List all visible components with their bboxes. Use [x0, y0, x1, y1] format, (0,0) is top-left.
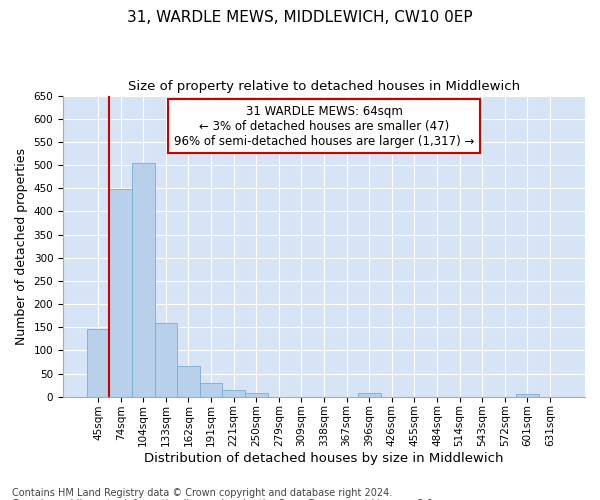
Text: 31, WARDLE MEWS, MIDDLEWICH, CW10 0EP: 31, WARDLE MEWS, MIDDLEWICH, CW10 0EP — [127, 10, 473, 25]
Text: Contains public sector information licensed under the Open Government Licence v3: Contains public sector information licen… — [12, 499, 436, 500]
Bar — [132, 162, 155, 396]
Bar — [516, 394, 539, 396]
Bar — [223, 390, 245, 396]
Bar — [358, 393, 380, 396]
Bar — [155, 324, 177, 396]
Bar — [245, 392, 268, 396]
Text: 31 WARDLE MEWS: 64sqm
← 3% of detached houses are smaller (47)
96% of semi-detac: 31 WARDLE MEWS: 64sqm ← 3% of detached h… — [174, 104, 474, 148]
Bar — [87, 328, 109, 396]
Title: Size of property relative to detached houses in Middlewich: Size of property relative to detached ho… — [128, 80, 520, 93]
Bar — [177, 366, 200, 396]
Y-axis label: Number of detached properties: Number of detached properties — [15, 148, 28, 344]
X-axis label: Distribution of detached houses by size in Middlewich: Distribution of detached houses by size … — [144, 452, 504, 465]
Bar — [200, 383, 223, 396]
Text: Contains HM Land Registry data © Crown copyright and database right 2024.: Contains HM Land Registry data © Crown c… — [12, 488, 392, 498]
Bar — [109, 188, 132, 396]
